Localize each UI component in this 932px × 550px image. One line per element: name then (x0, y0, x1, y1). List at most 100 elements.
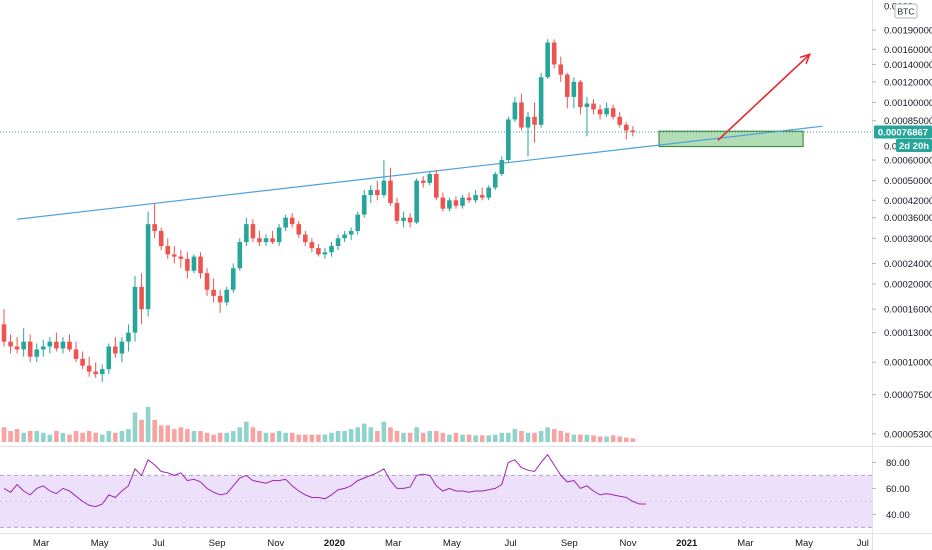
volume-bar (198, 430, 203, 442)
volume-bar (545, 427, 550, 442)
candle-body (571, 81, 577, 97)
candle-body (532, 116, 537, 125)
candle-body (237, 242, 243, 269)
candle-body (113, 346, 118, 354)
volume-bar (296, 434, 302, 442)
volume-bar (486, 435, 491, 442)
volume-bar (263, 432, 269, 442)
volume-bar (466, 434, 472, 442)
candle-body (309, 242, 315, 249)
price-axis[interactable]: 0.00190000 0.00160000 0.00140000 0.00120000… (872, 2, 932, 441)
candle-body (630, 130, 636, 133)
currency-badge[interactable] (894, 3, 918, 19)
volume-bar (283, 432, 288, 442)
candle-body (1, 324, 7, 342)
time-tick-label: Mar (737, 538, 753, 549)
candle-body (538, 77, 544, 125)
volume-bar (80, 432, 85, 442)
candle-body (21, 341, 26, 350)
candle-body (591, 103, 596, 110)
candle-body (316, 248, 321, 255)
candle-body (257, 238, 262, 243)
volume-bar (14, 429, 20, 442)
volume-bar (257, 430, 262, 442)
volume-bar (139, 419, 144, 442)
volume-bar (191, 430, 197, 442)
candle-body (427, 174, 433, 183)
volume-bar (604, 436, 609, 442)
rsi-tick-label: 60.00 (886, 484, 910, 495)
price-tick-label: 0.00007500 (884, 390, 932, 401)
volume-bar (335, 430, 341, 442)
time-axis[interactable]: Mar May Jul Sep Nov 2020 Mar May Jul Sep Nov 2021 Ma… (33, 538, 869, 549)
volume-bar (1, 427, 7, 442)
price-tick-label: 0.00120000 (884, 77, 932, 88)
price-tick-label: 0.00042000 (884, 196, 932, 207)
candle-body (185, 258, 190, 271)
target-arrow (717, 53, 811, 141)
candle-body (506, 119, 511, 161)
volume-bar (126, 429, 131, 442)
volume-bar (571, 434, 577, 442)
volume-bar (145, 407, 151, 442)
candle-body (276, 227, 282, 243)
volume-bar (434, 430, 439, 442)
volume-bar (119, 430, 125, 442)
candle-body (388, 180, 393, 204)
time-tick-label: Jul (857, 538, 869, 549)
candle-body (355, 214, 360, 231)
candle-body (551, 42, 557, 65)
volume-bar (237, 427, 243, 442)
volume-bar (492, 434, 498, 442)
candle-body (545, 42, 550, 78)
price-tick-label: 0.00 (884, 142, 903, 153)
price-tick-label: 0.00085000 (884, 116, 932, 127)
volume-bar (506, 432, 511, 442)
volume-bar (230, 430, 236, 442)
volume-bar (440, 432, 446, 442)
candle-body (8, 341, 13, 347)
price-tick-label: 0.00160000 (884, 45, 932, 56)
volume-bar (99, 434, 105, 442)
volume-bar (610, 435, 616, 442)
volume-bar (185, 429, 190, 442)
candle-body (584, 103, 590, 108)
time-tick-label: Sep (561, 538, 578, 549)
candle-body (230, 268, 236, 290)
candle-body (499, 160, 505, 175)
volume-bar (381, 421, 387, 442)
volume-bar (309, 434, 315, 442)
volume-bar (217, 432, 223, 442)
volume-bar (597, 436, 603, 442)
rsi-axis[interactable]: 80.00 60.00 40.00 (872, 458, 910, 521)
volume-bar (558, 430, 564, 442)
price-tick-label: 0.00140000 (884, 60, 932, 71)
candle-body (54, 341, 59, 349)
volume-bar (172, 429, 177, 442)
volume-bar (375, 430, 380, 442)
price-tick-label: 0.00020000 (884, 280, 932, 291)
volume-bar (322, 434, 328, 442)
volume-bar (303, 434, 308, 442)
candle-body (342, 234, 347, 239)
time-tick-label: May (91, 538, 109, 549)
volume-bar (244, 421, 249, 442)
volume-bar (132, 412, 138, 442)
volume-bar (204, 432, 210, 442)
time-tick-label: Jul (152, 538, 164, 549)
volume-bar (394, 430, 400, 442)
countdown-badge (896, 139, 932, 153)
candle-body (99, 369, 105, 375)
candle-body (60, 341, 66, 349)
price-tick-label: 0.00030000 (884, 234, 932, 245)
volume-bar (519, 430, 524, 442)
badge-layer: BTC (894, 3, 918, 19)
volume-bar (21, 432, 26, 442)
candle-body (152, 224, 157, 231)
candle-body (329, 246, 334, 253)
volume-bar (479, 435, 485, 442)
time-tick-label: Sep (209, 538, 226, 549)
candle-body (191, 256, 197, 271)
candle-body (420, 180, 426, 183)
